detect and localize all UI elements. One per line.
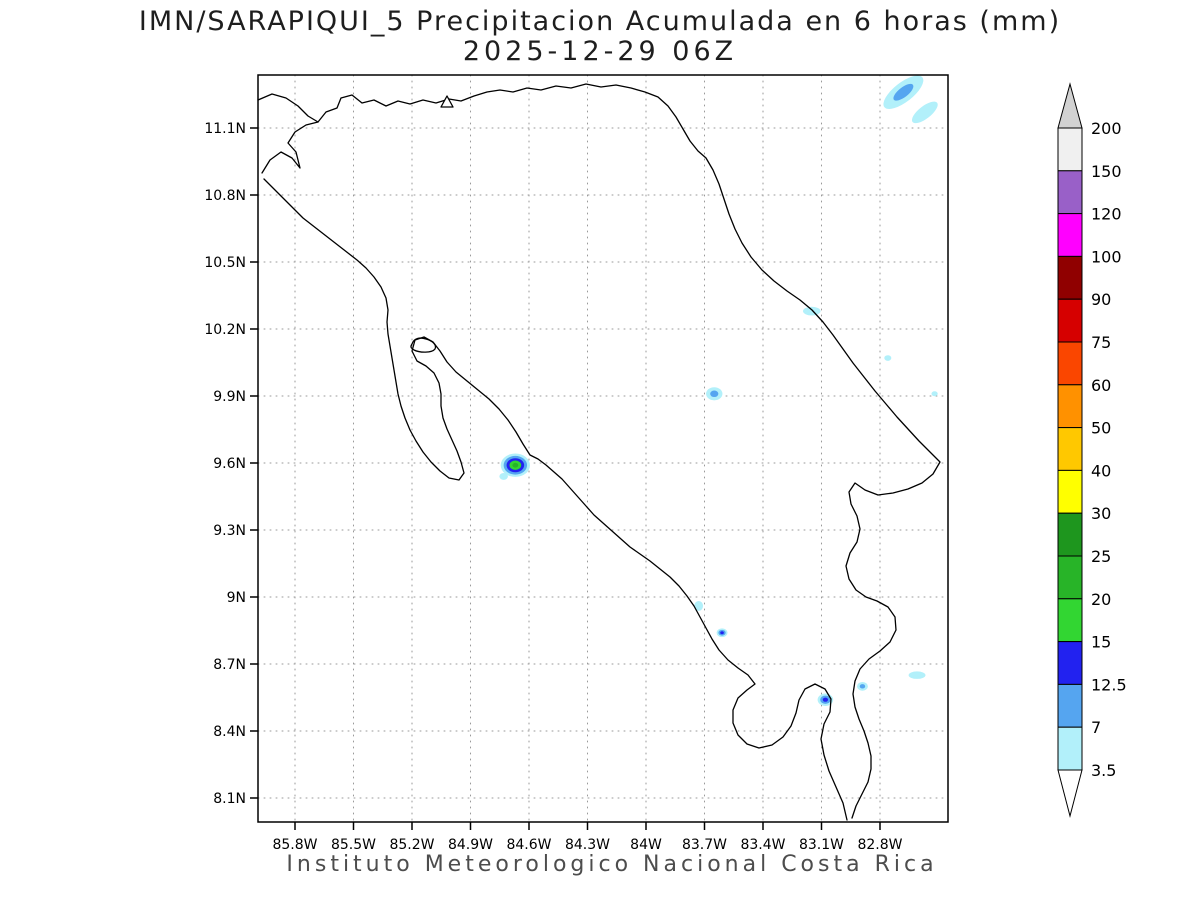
lon-tick-label: 84.3W [565,837,610,853]
chart-title: IMN/SARAPIQUI_5 Precipitacion Acumulada … [138,6,1062,37]
lat-tick-label: 10.8N [204,188,246,204]
precip-cell [716,628,728,638]
colorbar-segment [1057,469,1083,514]
precip-cell [803,306,821,316]
precip-cell [500,453,530,477]
small-island-triangle [440,95,454,108]
lake-nicaragua-shore [257,93,319,123]
precip-contour-ring [710,390,719,398]
axis-tick-labels: 85.8W 85.5W 85.2W 84.9W 84.6W 84.3W 84W 83.7W 83… [204,121,902,853]
colorbar-label: 25 [1091,547,1111,566]
graticule-grid [257,74,949,823]
precip-cell [499,472,508,480]
colorbar-segment [1057,512,1083,557]
plot-frame [257,74,949,823]
colorbar-label: 15 [1091,633,1111,652]
precip-contour-ring [822,697,829,702]
precip-contour-ring [911,101,938,124]
colorbar-label: 75 [1091,333,1111,352]
colorbar-segment [1057,127,1083,172]
precip-cell [883,75,924,109]
lat-tick-label: 9.3N [213,523,246,539]
lat-tick-label: 9N [227,590,246,606]
pacific-coast-nicoya-peninsula [263,178,848,821]
lat-tick-label: 10.5N [204,255,246,271]
colorbar-segment [1057,598,1083,643]
lat-tick-label: 8.4N [213,724,246,740]
colorbar-segment [1057,427,1083,471]
chart-datetime-subtitle: 2025-12-29 06Z [462,36,738,67]
lat-tick-label: 9.9N [213,389,246,405]
colorbar-label: 40 [1091,461,1111,480]
axis-ticks [250,127,881,830]
colorbar-label: 60 [1091,376,1111,395]
precip-contour-ring [884,355,892,361]
precip-contour-ring [512,462,519,468]
colorbar-segment [1057,170,1083,215]
precip-contour-ring [720,631,724,635]
footer-attribution: Instituto Meteorologico Nacional Costa R… [286,852,938,877]
precipitation-shading [499,75,938,706]
lon-tick-label: 85.5W [331,837,376,853]
precip-cell [694,600,704,611]
gulf-of-nicoya-island [410,337,437,353]
precip-cell [931,391,938,397]
precip-contour-ring [908,671,926,679]
colorbar-segment [1057,555,1083,600]
colorbar-segment [1057,255,1083,300]
colorbar-label: 12.5 [1091,675,1127,694]
colorbar-label: 120 [1091,205,1122,224]
precip-cell [706,387,723,401]
precip-contour-ring [499,472,508,480]
lat-tick-label: 11.1N [204,121,246,137]
lat-tick-label: 9.6N [213,456,246,472]
precip-contour-ring [893,83,914,101]
colorbar-segment [1057,683,1083,728]
lon-tick-label: 84.9W [448,837,493,853]
colorbar-arrow-bottom [1057,769,1083,818]
precip-cell [856,681,868,691]
lat-tick-label: 8.7N [213,657,246,673]
precip-contour-ring [803,306,821,316]
coastlines [257,83,941,821]
colorbar-segment [1057,726,1083,771]
colorbar-label: 200 [1091,119,1122,138]
colorbar-label: 150 [1091,162,1122,181]
colorbar-label: 7 [1091,718,1101,737]
precip-cell [908,671,926,679]
lon-tick-label: 82.8W [857,837,902,853]
precip-cell [884,355,892,361]
colorbar-segment [1057,384,1083,429]
colorbar-segment [1057,341,1083,386]
colorbar-label: 100 [1091,247,1122,266]
colorbar-segment [1057,213,1083,257]
lon-tick-label: 84W [630,837,662,853]
lon-tick-label: 85.8W [272,837,317,853]
colorbar-segment [1057,298,1083,343]
colorbar-segment [1057,641,1083,685]
lon-tick-label: 83.7W [682,837,727,853]
colorbar-label: 30 [1091,504,1111,523]
precip-contour-ring [859,684,866,689]
colorbar-label: 3.5 [1091,761,1116,780]
precip-contour-ring [931,391,938,397]
precip-cell [911,101,938,124]
lon-tick-label: 85.2W [389,837,434,853]
lat-tick-label: 10.2N [204,322,246,338]
colorbar-label: 90 [1091,290,1111,309]
colorbar-legend: 200 150 120 100 90 75 60 50 40 30 25 20 15 12.5 7 3.5 [1057,82,1127,818]
colorbar-arrow-top [1057,82,1083,129]
lon-tick-label: 83.1W [799,837,844,853]
lon-tick-label: 84.6W [506,837,551,853]
colorbar-label: 50 [1091,419,1111,438]
precip-contour-ring [694,600,704,611]
lon-tick-label: 83.4W [740,837,785,853]
colorbar-label: 20 [1091,590,1111,609]
lat-tick-label: 8.1N [213,791,246,807]
nicaragua-border-and-caribbean-coast [261,83,941,819]
